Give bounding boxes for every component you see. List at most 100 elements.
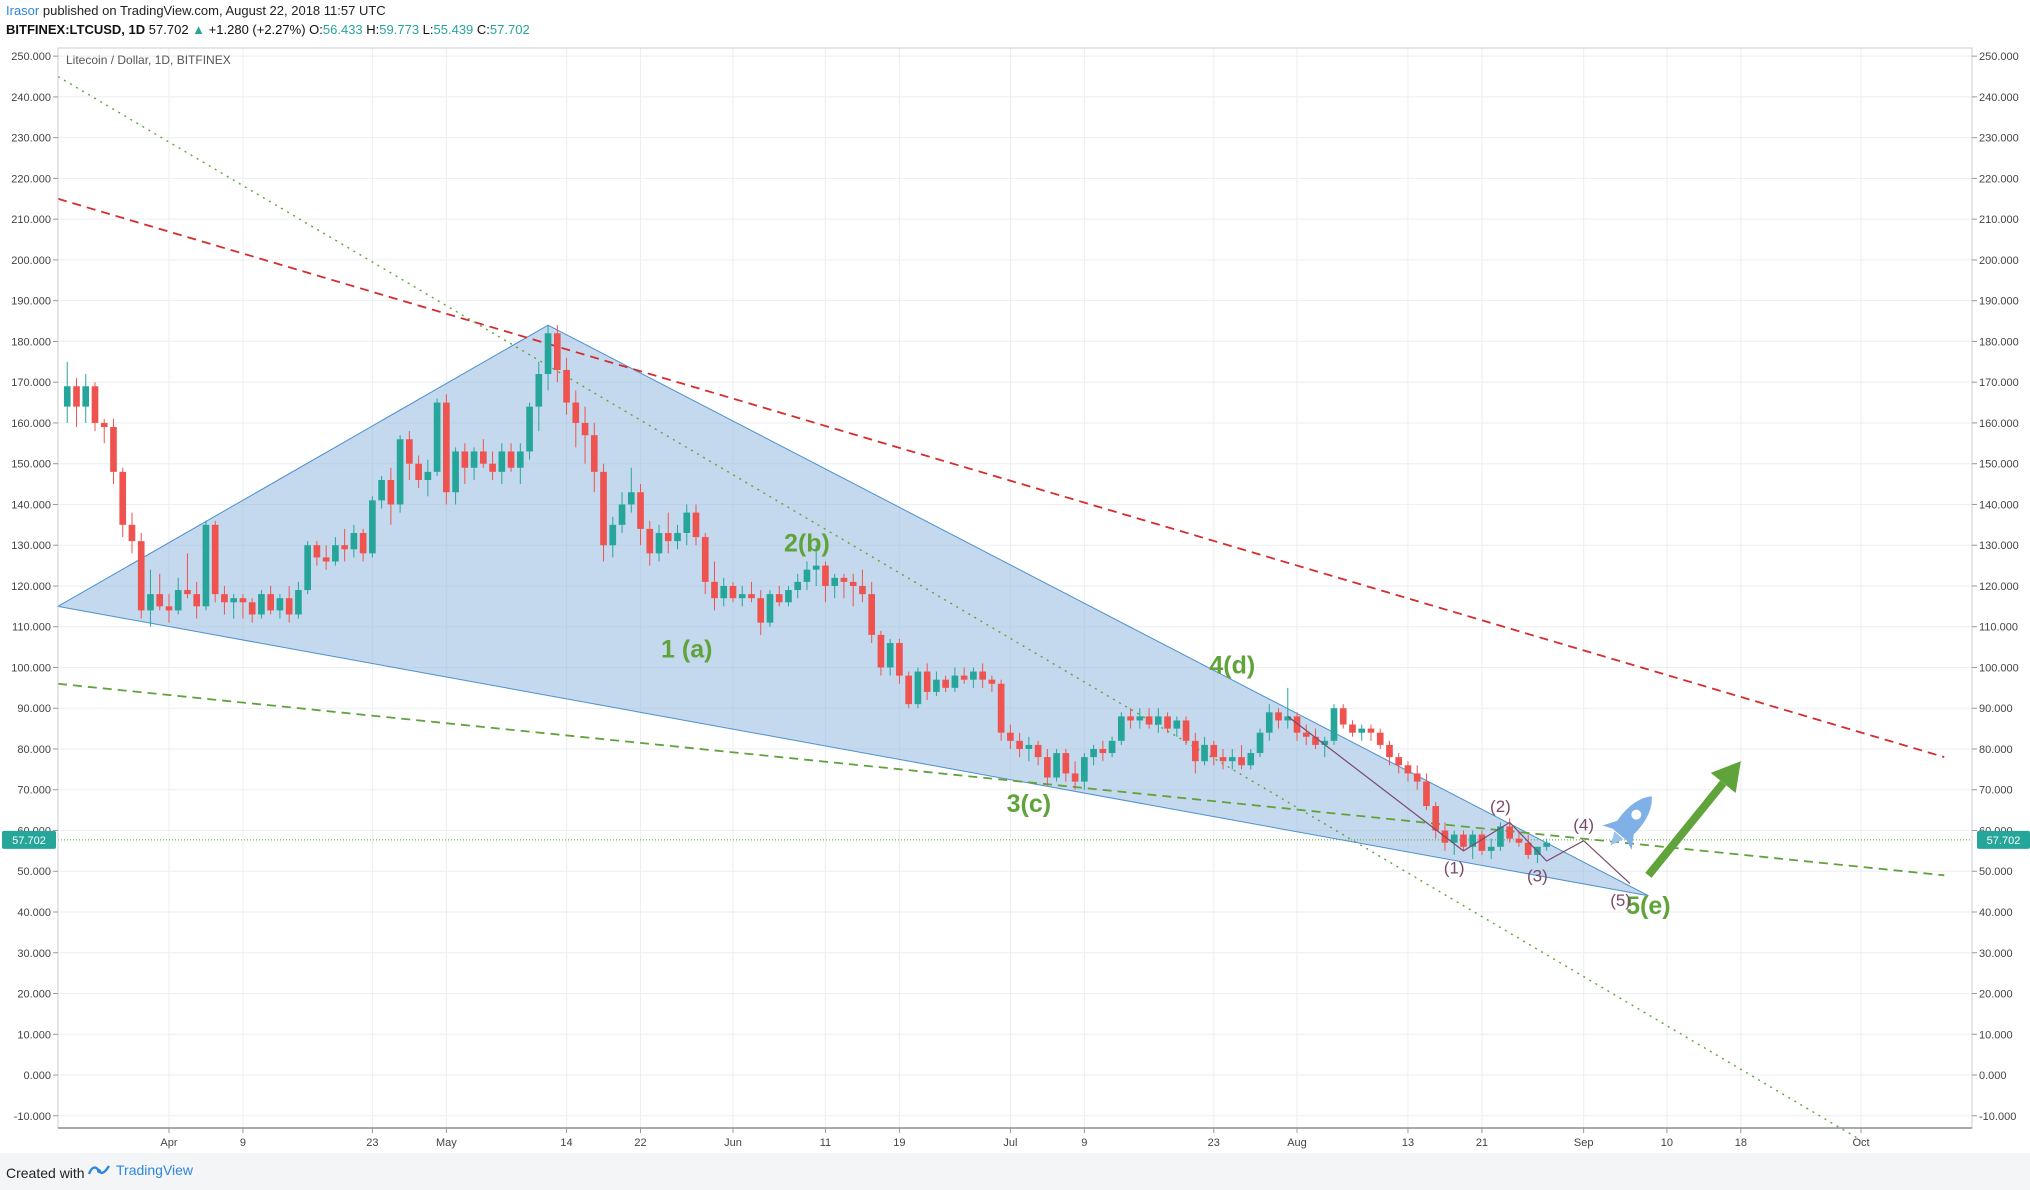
candle-body (785, 590, 792, 603)
candle-body (211, 524, 219, 595)
y-tick-label-left: 120.000 (11, 581, 51, 593)
x-tick-label: 23 (366, 1137, 378, 1149)
candle-body (1099, 748, 1107, 754)
candle (757, 590, 765, 635)
candle (849, 573, 857, 607)
candle-body (1164, 716, 1171, 729)
candle (313, 541, 321, 566)
candle-body (1469, 834, 1477, 847)
candle-body (1256, 732, 1264, 754)
candle-body (480, 451, 487, 464)
y-tick-label-left: 170.000 (11, 377, 51, 389)
y-tick-label-left: 150.000 (11, 459, 51, 471)
y-tick-label-left: 110.000 (12, 622, 51, 634)
wave-label-minor: (4) (1573, 815, 1594, 834)
candle (1339, 704, 1347, 729)
candle-body (738, 594, 746, 599)
candle (1090, 744, 1097, 766)
candle-body (1127, 716, 1134, 721)
candle (674, 524, 681, 550)
candle (905, 671, 912, 709)
candle (1524, 834, 1532, 860)
candle (424, 459, 432, 497)
candle (1173, 716, 1181, 737)
candle (1164, 712, 1171, 733)
candle (886, 638, 894, 676)
candle-body (1321, 740, 1329, 745)
candle-body (997, 683, 1005, 733)
price-tag-left (2, 830, 56, 849)
candle-body (951, 675, 959, 688)
y-tick-label-left: 100.000 (11, 662, 51, 674)
candle-body (1423, 781, 1430, 807)
candle (859, 569, 866, 603)
candle (646, 520, 654, 566)
close-label: C: (476, 22, 490, 37)
x-tick-label: 14 (560, 1137, 572, 1149)
candle (433, 398, 441, 476)
candle-body (1062, 753, 1070, 774)
y-tick-label-right: 140.000 (1979, 499, 2019, 511)
candle-body (147, 594, 154, 611)
candle-body (1349, 724, 1356, 733)
candle (775, 585, 783, 607)
author-link[interactable]: Irasor (6, 3, 40, 18)
candle (738, 585, 746, 607)
symbol-label: BITFINEX:LTCUSD, 1D (6, 22, 146, 37)
candle (193, 581, 201, 619)
candle (1275, 708, 1282, 729)
candle (572, 390, 580, 448)
y-tick-label-right: 190.000 (1979, 296, 2019, 308)
candle (1071, 761, 1079, 790)
tradingview-link[interactable]: TradingView (88, 1162, 193, 1178)
candle (1201, 736, 1208, 766)
candle (304, 541, 311, 595)
y-tick-label-left: 70.000 (17, 785, 51, 797)
candle-body (1173, 720, 1181, 729)
candle (239, 594, 247, 619)
candle (82, 374, 90, 423)
candle (896, 638, 903, 684)
candle-body (304, 545, 311, 591)
candle (480, 439, 487, 468)
candle-body (1339, 708, 1347, 725)
candle-body (1376, 732, 1384, 745)
candle-body (572, 402, 580, 423)
x-tick-label: Sep (1574, 1137, 1594, 1149)
wave-path (1287, 715, 1741, 884)
candle-body (1136, 716, 1144, 721)
candle (942, 675, 949, 692)
candle (221, 585, 228, 615)
candle (516, 443, 524, 485)
wave-label-minor: (3) (1527, 866, 1548, 885)
candle (202, 520, 210, 611)
candle-body (322, 557, 330, 562)
candle-body (692, 512, 700, 538)
candle (553, 325, 561, 383)
candle (1312, 728, 1319, 749)
candle (295, 581, 302, 619)
candle-body (193, 594, 201, 607)
wave-label-major: 5(e) (1626, 892, 1670, 920)
price-chart[interactable]: 1 (a) 2(b) 3(c) 4(d) 5(e) (1) (2) (3) (4) (5) 250… (0, 0, 2030, 1153)
candle-body (1506, 826, 1514, 839)
candle-body (461, 451, 469, 468)
wave-label-minor: (2) (1490, 797, 1511, 816)
wave-label-minor: (5) (1610, 891, 1631, 910)
candle (285, 585, 293, 623)
candle (184, 553, 191, 599)
candle-body (803, 569, 811, 582)
candle-body (1293, 716, 1301, 733)
candle-body (1081, 757, 1088, 782)
trendline-red-dashed (57, 197, 1945, 758)
candle-body (276, 598, 284, 611)
candle-body (600, 471, 607, 546)
y-tick-label-left: 230.000 (11, 133, 51, 145)
candle (1293, 712, 1301, 741)
x-tick-label: 22 (634, 1137, 646, 1149)
candle-body (128, 524, 136, 542)
candle (618, 492, 626, 533)
candle (1478, 830, 1486, 855)
wave-label-major: 2(b) (784, 529, 830, 557)
candle-body (1191, 740, 1199, 762)
